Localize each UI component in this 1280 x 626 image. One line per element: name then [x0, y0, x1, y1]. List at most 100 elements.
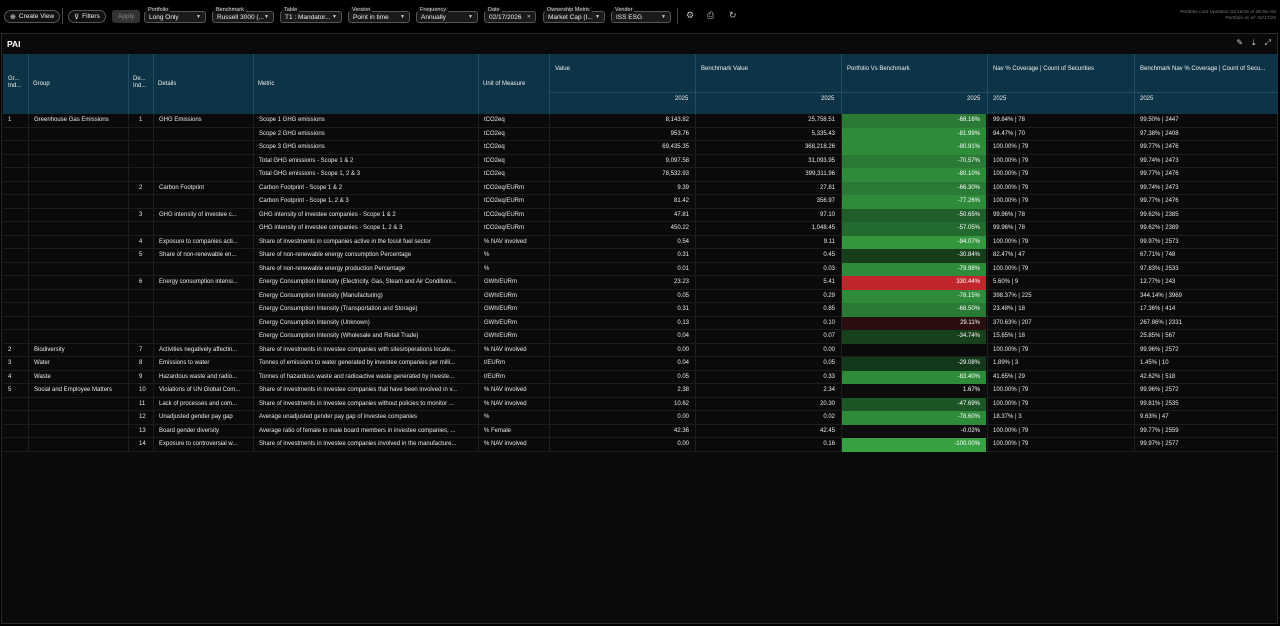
- col-benchmark-nav-coverage[interactable]: Benchmark Nav % Coverage | Count of Secu…: [1140, 66, 1266, 72]
- col-value[interactable]: Value: [555, 66, 570, 72]
- cell-value: 47.81: [673, 211, 689, 218]
- column-divider: [1134, 54, 1135, 114]
- cell-bench: 5.41: [823, 279, 835, 285]
- cell-group: [34, 438, 126, 452]
- apply-button[interactable]: Apply: [112, 10, 141, 23]
- frequency-value: Annually: [421, 13, 446, 21]
- cell-portfolio-vs-benchmark: -78.15%: [841, 289, 986, 303]
- create-view-button[interactable]: ⊕ Create View: [4, 10, 61, 23]
- table-row[interactable]: 2 Carbon Footprint Carbon Footprint - Scop…: [3, 181, 1278, 195]
- refresh-icon[interactable]: ↻: [729, 10, 737, 20]
- cell-bench: 0.45: [823, 252, 835, 258]
- table-row[interactable]: 3 Water 8 Emissions to water Tonnes of emiss…: [3, 357, 1278, 371]
- cell-unit: tCO2eq/EURm: [484, 225, 525, 231]
- table-dropdown[interactable]: Table T1 : Mandator... ▼: [280, 3, 342, 23]
- column-divider: [987, 114, 988, 452]
- portfolio-label: Portfolio: [146, 7, 171, 13]
- table-row[interactable]: Energy Consumption Intensity (Wholesale …: [3, 330, 1278, 344]
- col-group[interactable]: Group: [33, 81, 50, 87]
- cell-portfolio-vs-benchmark: -80.10%: [841, 168, 986, 182]
- col-nav-coverage[interactable]: Nav % Coverage | Count of Securities: [993, 66, 1094, 72]
- table-row[interactable]: Energy Consumption Intensity (Unknown) GW…: [3, 316, 1278, 331]
- benchmark-dropdown[interactable]: Benchmark Russell 3000 (... ▼: [212, 3, 274, 23]
- version-label: Version: [350, 7, 373, 13]
- table-row[interactable]: Total GHG emissions - Scope 1, 2 & 3 tCO2…: [3, 168, 1278, 182]
- print-icon[interactable]: ⎙: [707, 10, 715, 20]
- filters-button[interactable]: ⊽ Filters: [68, 10, 106, 23]
- download-icon[interactable]: ⤓: [1252, 38, 1256, 47]
- cell-details: [159, 263, 249, 277]
- cell-bench: 0.29: [823, 292, 835, 299]
- year-nav: 2025: [993, 96, 1007, 102]
- table-row[interactable]: 1 Greenhouse Gas Emissions 1 GHG Emissions S…: [3, 114, 1278, 128]
- cell-bnav: 12.77% | 243: [1140, 279, 1176, 285]
- col-details[interactable]: Details: [158, 81, 177, 87]
- column-divider: [128, 54, 129, 114]
- cell-bnav: 344.14% | 3969: [1140, 292, 1182, 299]
- date-picker[interactable]: Date 02/17/2026 ✕: [484, 3, 536, 23]
- table-row[interactable]: Scope 3 GHG emissions tCO2eq 69,435.35 368,…: [3, 141, 1278, 155]
- cell-unit: GWh/EURm: [484, 292, 517, 299]
- portfolio-dropdown[interactable]: Portfolio Long Only ▼: [144, 3, 206, 23]
- table-row[interactable]: 11 Lack of processes and com... Share of i…: [3, 397, 1278, 411]
- vendor-dropdown[interactable]: Vendor ISS ESG ▼: [611, 3, 671, 23]
- expand-icon[interactable]: ⤢: [1264, 38, 1271, 47]
- table-row[interactable]: 13 Board gender diversity Average ratio of…: [3, 424, 1278, 438]
- table-row[interactable]: 3 GHG intensity of investee c... GHG inten…: [3, 208, 1278, 222]
- cell-metric: Share of non-renewable energy consumptio…: [259, 252, 412, 258]
- cell-value: 0.04: [677, 360, 689, 366]
- ownership-metric-dropdown[interactable]: Ownership Metric Market Cap (I... ▼: [543, 3, 605, 23]
- col-group-index[interactable]: Gr... Ind...: [8, 76, 22, 89]
- col-metric[interactable]: Metric: [258, 81, 275, 87]
- chevron-down-icon: ▼: [468, 14, 473, 20]
- table-row[interactable]: Energy Consumption Intensity (Manufactur…: [3, 289, 1278, 303]
- cell-nav: 398.37% | 225: [993, 292, 1032, 299]
- table-row[interactable]: Scope 2 GHG emissions tCO2eq 953.76 5,335.4…: [3, 127, 1278, 141]
- table-row[interactable]: Carbon Footprint - Scope 1, 2 & 3 tCO2eq/…: [3, 195, 1278, 209]
- cell-metric: Tonnes of hazardous waste and radioactiv…: [259, 373, 455, 380]
- cell-gi: [8, 438, 26, 452]
- version-dropdown[interactable]: Version Point in time ▼: [348, 3, 410, 23]
- cell-portfolio-vs-benchmark: -70.57%: [841, 154, 986, 168]
- cell-bnav: 99.77% | 2559: [1140, 427, 1179, 434]
- cell-unit: % NAV involved: [484, 400, 527, 407]
- date-label: Date: [486, 7, 502, 13]
- frequency-dropdown[interactable]: Frequency Annually ▼: [416, 3, 478, 23]
- cell-value: 9.39: [677, 184, 689, 191]
- table-row[interactable]: 12 Unadjusted gender pay gap Average unadj…: [3, 411, 1278, 425]
- cell-di: [139, 303, 151, 317]
- table-row[interactable]: 5 Share of non-renewable en... Share of no…: [3, 249, 1278, 263]
- cell-portfolio-vs-benchmark: -94.07%: [841, 235, 986, 249]
- col-unit[interactable]: Unit of Measure: [483, 81, 526, 87]
- table-row[interactable]: Energy Consumption Intensity (Transporta…: [3, 303, 1278, 317]
- column-divider: [987, 54, 988, 114]
- frequency-label: Frequency: [418, 7, 448, 13]
- cell-bnav: 99.62% | 2389: [1140, 225, 1179, 231]
- table-row[interactable]: 5 Social and Employee Matters 10 Violations…: [3, 384, 1278, 398]
- settings-icon[interactable]: ⚙: [686, 10, 695, 20]
- clear-icon[interactable]: ✕: [526, 14, 531, 20]
- col-portfolio-vs-benchmark[interactable]: Portfolio Vs Benchmark: [847, 66, 910, 72]
- table-row[interactable]: GHG intensity of investee companies - Sc…: [3, 222, 1278, 236]
- cell-bench: 0.02: [823, 414, 835, 420]
- table-row[interactable]: Total GHG emissions - Scope 1 & 2 tCO2eq 9…: [3, 154, 1278, 168]
- col-detail-index[interactable]: De... Ind...: [133, 76, 147, 89]
- edit-icon[interactable]: ✎: [1236, 38, 1244, 47]
- cell-nav: 100.00% | 79: [993, 441, 1029, 447]
- cell-details: Hazardous waste and radio...: [159, 373, 238, 380]
- table-row[interactable]: 4 Exposure to companies acti... Share of i…: [3, 235, 1278, 249]
- toolbar-divider: [62, 8, 63, 24]
- table-row[interactable]: 14 Exposure to controversial w... Share of…: [3, 438, 1278, 452]
- vendor-value: ISS ESG: [616, 13, 643, 21]
- table-row[interactable]: 4 Waste 9 Hazardous waste and radio... Tonne…: [3, 370, 1278, 384]
- chevron-down-icon: ▼: [400, 14, 405, 20]
- table-row[interactable]: 6 Energy consumption intensi... Energy Con…: [3, 276, 1278, 290]
- cell-gi: [8, 276, 26, 290]
- col-benchmark-value[interactable]: Benchmark Value: [701, 66, 748, 72]
- cell-gi: [8, 317, 26, 331]
- table-row[interactable]: Share of non-renewable energy production…: [3, 262, 1278, 277]
- cell-di: 12: [139, 414, 146, 420]
- cell-di: 14: [139, 441, 146, 447]
- table-row[interactable]: 2 Biodiversity 7 Activities negatively affe…: [3, 344, 1278, 357]
- cell-di: 11: [139, 400, 146, 407]
